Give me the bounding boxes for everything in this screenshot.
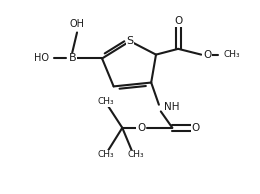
Text: CH₃: CH₃	[98, 97, 114, 106]
Text: O: O	[137, 123, 145, 133]
Text: S: S	[126, 36, 134, 46]
Text: B: B	[68, 54, 76, 63]
Text: OH: OH	[69, 19, 84, 29]
Text: O: O	[191, 123, 200, 133]
Text: CH₃: CH₃	[223, 50, 240, 59]
Text: CH₃: CH₃	[127, 150, 144, 159]
Text: HO: HO	[34, 54, 49, 63]
Text: O: O	[203, 50, 211, 60]
Text: O: O	[174, 16, 182, 26]
Text: NH: NH	[164, 102, 179, 112]
Text: CH₃: CH₃	[98, 150, 114, 159]
